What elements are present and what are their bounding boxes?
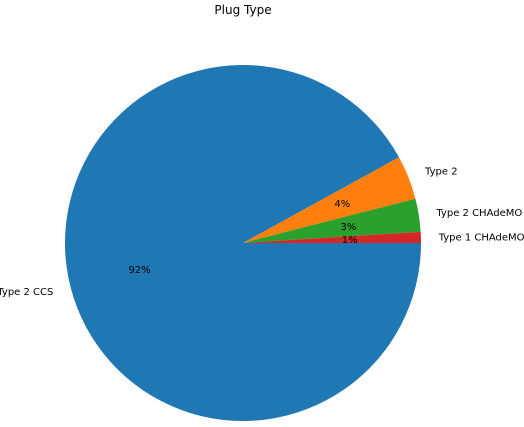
category-label: Type 2 CCS	[0, 287, 53, 298]
category-label: Type 2	[424, 166, 458, 177]
category-labels: Type 2 CCS Type 2 Type 2 CHAdeMO Type 1 CHA…	[0, 166, 524, 298]
percent-label: 4%	[334, 199, 350, 210]
category-label: Type 1 CHAdeMO	[438, 232, 524, 243]
percent-label: 1%	[342, 235, 358, 246]
percent-labels: 92% 4% 3% 1%	[128, 199, 357, 276]
percent-label: 92%	[128, 265, 150, 276]
category-label: Type 2 CHAdeMO	[435, 208, 522, 219]
pie-slice-type-2	[243, 157, 416, 243]
pie-slice-type-1-chademo	[243, 231, 421, 243]
chart-title: Plug Type	[214, 3, 271, 17]
percent-label: 3%	[341, 222, 357, 233]
pie-slices	[65, 65, 422, 421]
pie-slice-type-2-chademo	[243, 198, 421, 243]
